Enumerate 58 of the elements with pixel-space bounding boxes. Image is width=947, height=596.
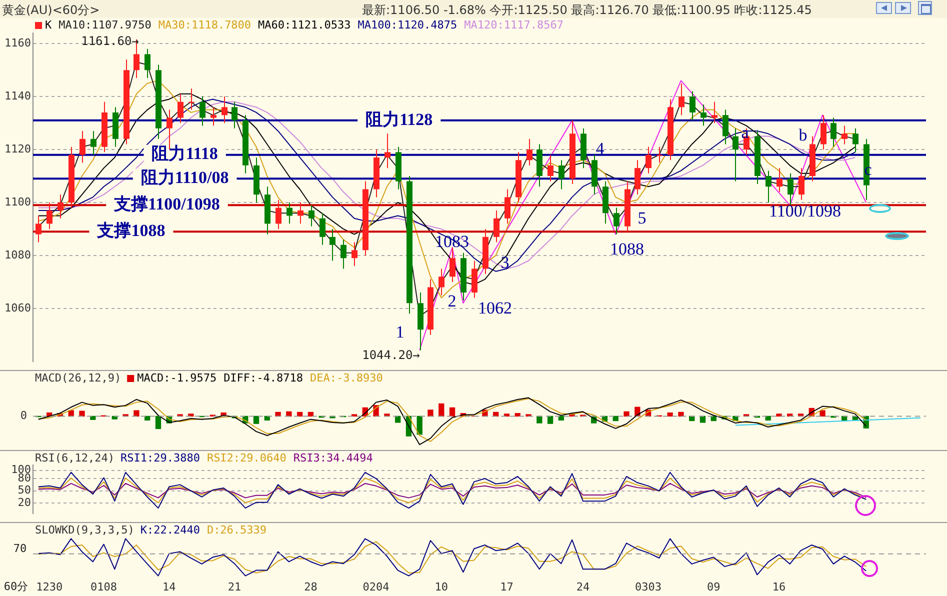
text: 70 [13, 542, 27, 555]
chart-title: SLOWKD(9,3,3,5) [35, 523, 134, 536]
y-tick-label: 20 [18, 496, 31, 510]
text: RSI2:29.0640 [206, 451, 286, 464]
series-label: K:22.2440 [140, 523, 200, 536]
ref-line-label: 支撑1088 [96, 221, 166, 240]
text: D:26.5339 [206, 523, 267, 536]
x-tick-label: 0303 [635, 580, 662, 594]
chart-title: MACD(26,12,9) [35, 371, 122, 384]
annotation: 1 [396, 322, 404, 342]
ref-line-label: 支撑1100/1098 [113, 194, 220, 214]
ref-line-label: 阻力1118 [152, 144, 218, 164]
annotation: 1100/1098 [768, 202, 842, 221]
text: MA30:1118.7800 [158, 18, 252, 32]
x-tick-label: 0204 [362, 580, 390, 594]
text: MA100:1120.4875 [358, 18, 458, 32]
ref-line-label: 阻力1128 [366, 110, 433, 129]
text: MA10:1107.9750 [58, 18, 152, 32]
annotation: 4 [596, 138, 605, 158]
x-tick-label: 17 [500, 580, 514, 594]
annotation: 1161.60→ [81, 34, 139, 48]
y-tick-label: 1060 [4, 301, 31, 314]
x-tick-label: 24 [576, 580, 590, 594]
x-tick-label: 14 [162, 580, 176, 594]
legend-label: MACD:-1.9575 [137, 371, 217, 384]
ref-line-label: 0 [20, 409, 27, 422]
x-tick-label: 09 [707, 580, 720, 594]
text: MA120:1117.8567 [464, 18, 564, 32]
text: MA60:1121.0533 [258, 18, 351, 32]
series-label: DEA:-3.8930 [310, 371, 383, 384]
y-tick-label: 1100 [4, 195, 31, 208]
x-tick-label: 1230 [36, 580, 63, 594]
x-tick-label: 0108 [90, 580, 118, 594]
series-label: RSI3:34.4494 [293, 451, 374, 464]
text: 60分 [4, 580, 28, 593]
text: DIFF:-4.8718 [224, 371, 304, 384]
annotation: 1088 [610, 240, 644, 259]
annotation: 1062 [478, 298, 512, 318]
chart-title: 黄金(AU)<60分> [2, 2, 100, 19]
y-tick-label: 50 [18, 484, 31, 497]
y-tick-label: 1080 [4, 248, 31, 262]
x-tick-label: 28 [304, 580, 318, 594]
annotation: 2 [448, 291, 456, 310]
annotation: 3 [500, 252, 510, 272]
x-tick-label: 10 [434, 580, 448, 594]
annotation: 1044.20→ [362, 348, 420, 362]
chart-title: RSI(6,12,24) [35, 451, 114, 464]
y-tick-label: 1160 [4, 36, 31, 50]
legend-label: K [45, 18, 52, 32]
y-tick-label: 1140 [4, 89, 31, 102]
annotation: b [798, 125, 808, 144]
series-label: RSI1:29.3880 [120, 451, 200, 464]
y-tick-label: 1120 [4, 142, 31, 156]
annotation: 5 [638, 208, 646, 228]
chart-subtitle: 最新:1106.50 -1.68% 今开:1125.50 最高:1126.70 最低:1100.95 昨收:1125.45 [362, 2, 812, 19]
x-tick-label: 16 [772, 580, 786, 594]
x-tick-label: 21 [228, 580, 242, 594]
ref-line-label: 阻力1110/08 [140, 168, 229, 188]
